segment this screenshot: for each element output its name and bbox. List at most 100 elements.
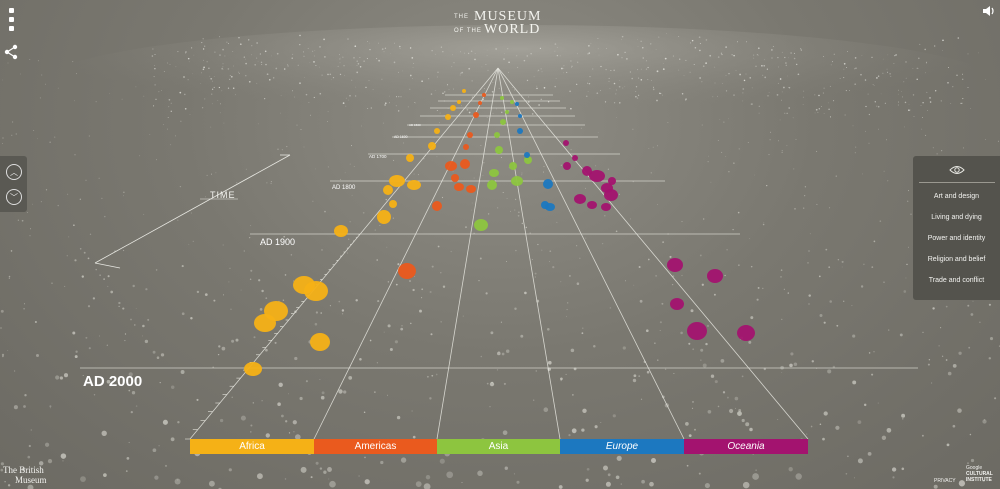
particle	[829, 300, 832, 303]
particle	[374, 391, 376, 393]
sound-icon[interactable]	[982, 4, 996, 18]
particle	[758, 54, 759, 56]
museum-object[interactable]	[495, 146, 503, 154]
museum-object[interactable]	[445, 114, 451, 120]
museum-object[interactable]	[563, 162, 571, 170]
museum-object[interactable]	[604, 189, 618, 201]
particle	[321, 74, 323, 76]
museum-object[interactable]	[434, 128, 440, 134]
museum-object[interactable]	[707, 269, 723, 283]
particle	[442, 285, 446, 288]
museum-object[interactable]	[589, 170, 605, 182]
particle	[621, 35, 624, 38]
theme-power-and-identity[interactable]: Power and identity	[927, 235, 986, 242]
particle	[489, 381, 495, 387]
particle	[637, 69, 639, 71]
share-icon[interactable]	[3, 44, 19, 60]
museum-object[interactable]	[543, 179, 553, 189]
museum-object[interactable]	[389, 200, 397, 208]
google-cultural-institute-logo[interactable]: Google CULTURAL INSTITUTE	[966, 465, 993, 483]
museum-object[interactable]	[517, 128, 523, 134]
particle	[152, 448, 157, 453]
museum-object[interactable]	[487, 180, 497, 190]
museum-object[interactable]	[489, 169, 499, 177]
particle	[158, 91, 160, 93]
museum-object[interactable]	[428, 142, 436, 150]
museum-object[interactable]	[500, 96, 504, 100]
museum-object[interactable]	[582, 166, 592, 176]
museum-object[interactable]	[383, 185, 393, 195]
museum-object[interactable]	[505, 110, 509, 114]
theme-art-and-design[interactable]: Art and design	[933, 193, 980, 200]
eye-icon[interactable]	[949, 164, 965, 176]
particle	[827, 102, 829, 104]
continent-oceania[interactable]: Oceania	[684, 439, 808, 454]
museum-object[interactable]	[445, 161, 457, 171]
particle	[188, 243, 190, 245]
museum-object[interactable]	[432, 201, 442, 211]
museum-object[interactable]	[474, 219, 488, 231]
museum-object[interactable]	[687, 322, 707, 340]
museum-object[interactable]	[389, 175, 405, 187]
museum-objects[interactable]	[244, 89, 755, 376]
museum-object[interactable]	[457, 100, 461, 104]
museum-object[interactable]	[462, 89, 466, 93]
museum-object[interactable]	[244, 362, 262, 376]
british-museum-logo[interactable]: The British Museum	[3, 465, 47, 485]
museum-object[interactable]	[460, 159, 470, 169]
continent-europe[interactable]: Europe	[560, 439, 684, 454]
museum-object[interactable]	[524, 152, 530, 158]
museum-object[interactable]	[563, 140, 569, 146]
museum-object[interactable]	[510, 100, 514, 104]
museum-object[interactable]	[500, 119, 506, 125]
museum-object[interactable]	[494, 132, 500, 138]
museum-object[interactable]	[515, 102, 519, 106]
museum-object[interactable]	[518, 114, 522, 118]
museum-object[interactable]	[463, 144, 469, 150]
museum-object[interactable]	[310, 333, 330, 351]
museum-object[interactable]	[572, 155, 578, 161]
scroll-down-button[interactable]: ﹀	[6, 189, 22, 205]
museum-object[interactable]	[478, 101, 482, 105]
museum-object[interactable]	[524, 156, 532, 164]
museum-object[interactable]	[264, 301, 288, 321]
theme-living-and-dying[interactable]: Living and dying	[931, 214, 982, 221]
museum-object[interactable]	[406, 154, 414, 162]
theme-religion-and-belief[interactable]: Religion and belief	[927, 256, 986, 263]
museum-object[interactable]	[451, 174, 459, 182]
continent-asia[interactable]: Asia	[437, 439, 560, 454]
museum-object[interactable]	[667, 258, 683, 272]
museum-object[interactable]	[482, 93, 486, 97]
continent-americas[interactable]: Americas	[314, 439, 437, 454]
menu-button[interactable]	[4, 8, 18, 36]
continent-africa[interactable]: Africa	[190, 439, 314, 454]
museum-object[interactable]	[334, 225, 348, 237]
particle	[531, 113, 534, 115]
particle	[329, 73, 332, 76]
museum-object[interactable]	[398, 263, 416, 279]
particle	[190, 47, 193, 49]
museum-object[interactable]	[511, 176, 523, 186]
museum-object[interactable]	[601, 203, 611, 211]
museum-object[interactable]	[670, 298, 684, 310]
museum-object[interactable]	[450, 105, 456, 111]
museum-object[interactable]	[608, 177, 616, 185]
museum-object[interactable]	[377, 210, 391, 224]
museum-object[interactable]	[587, 201, 597, 209]
theme-trade-and-conflict[interactable]: Trade and conflict	[928, 277, 985, 284]
museum-object[interactable]	[541, 201, 549, 209]
museum-object[interactable]	[467, 132, 473, 138]
museum-object[interactable]	[407, 180, 421, 190]
museum-object[interactable]	[304, 281, 328, 301]
museum-object[interactable]	[574, 194, 586, 204]
museum-object[interactable]	[466, 185, 476, 193]
particle	[409, 88, 411, 90]
museum-object[interactable]	[737, 325, 755, 341]
museum-object[interactable]	[473, 112, 479, 118]
particle	[270, 182, 272, 185]
privacy-link[interactable]: PRIVACY	[934, 478, 956, 484]
scroll-up-button[interactable]: ︿	[6, 164, 22, 180]
museum-object[interactable]	[509, 162, 517, 170]
museum-object[interactable]	[454, 183, 464, 191]
